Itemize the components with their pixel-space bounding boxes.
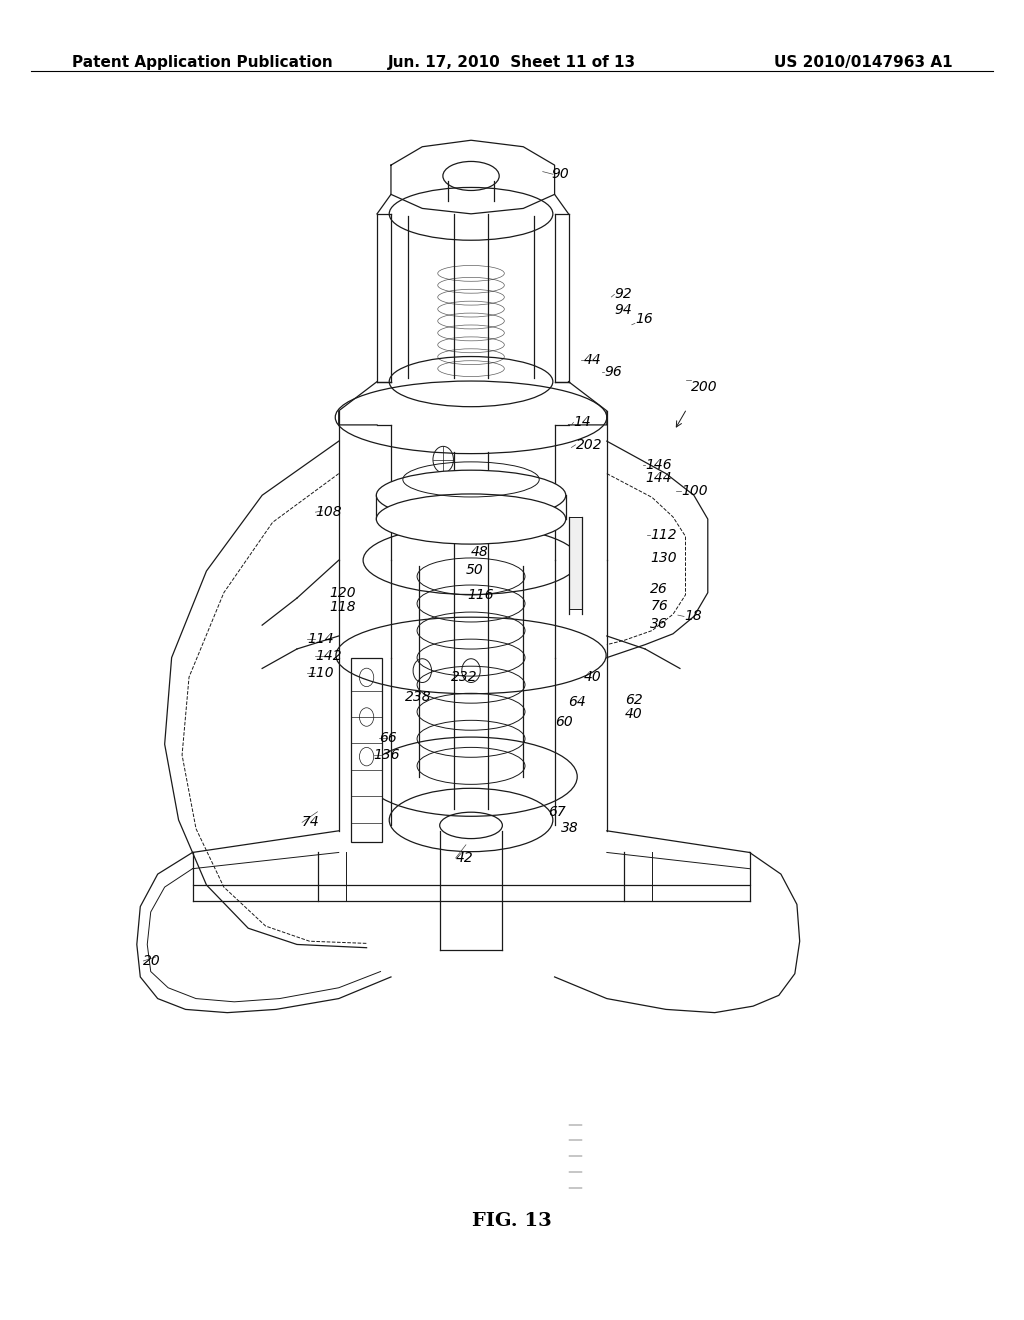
- Text: 130: 130: [650, 552, 677, 565]
- Text: 200: 200: [691, 380, 718, 393]
- Text: 90: 90: [551, 168, 568, 181]
- Text: 114: 114: [307, 632, 334, 645]
- Text: 144: 144: [645, 471, 672, 484]
- Text: 202: 202: [575, 438, 602, 451]
- Text: 60: 60: [555, 715, 572, 729]
- Text: 36: 36: [650, 618, 668, 631]
- Text: 64: 64: [568, 696, 586, 709]
- Ellipse shape: [377, 494, 565, 544]
- Text: 94: 94: [614, 304, 632, 317]
- Text: 18: 18: [684, 610, 701, 623]
- Text: 100: 100: [681, 484, 708, 498]
- Text: 16: 16: [635, 313, 652, 326]
- Text: 40: 40: [625, 708, 642, 721]
- Text: 146: 146: [645, 458, 672, 471]
- Text: Patent Application Publication: Patent Application Publication: [72, 55, 333, 70]
- Text: 238: 238: [404, 690, 431, 704]
- Text: 50: 50: [466, 564, 483, 577]
- Text: FIG. 13: FIG. 13: [472, 1212, 552, 1230]
- Text: 76: 76: [650, 599, 668, 612]
- Text: US 2010/0147963 A1: US 2010/0147963 A1: [774, 55, 952, 70]
- Bar: [351, 657, 382, 842]
- Text: 74: 74: [302, 816, 319, 829]
- Text: 44: 44: [584, 354, 601, 367]
- Text: Jun. 17, 2010  Sheet 11 of 13: Jun. 17, 2010 Sheet 11 of 13: [388, 55, 636, 70]
- Text: 46: 46: [479, 508, 497, 521]
- Text: 112: 112: [650, 528, 677, 541]
- Text: 48: 48: [471, 545, 488, 558]
- Text: 38: 38: [561, 821, 579, 834]
- Text: 26: 26: [650, 582, 668, 595]
- Text: 96: 96: [604, 366, 622, 379]
- Ellipse shape: [377, 470, 565, 520]
- Text: 116: 116: [467, 589, 494, 602]
- Text: 92: 92: [614, 288, 632, 301]
- Text: 232: 232: [451, 671, 477, 684]
- Text: 62: 62: [625, 693, 642, 706]
- Text: 56: 56: [466, 525, 483, 539]
- Text: 108: 108: [315, 506, 342, 519]
- Bar: [568, 516, 583, 609]
- Text: 120: 120: [330, 586, 356, 599]
- Text: 42: 42: [456, 851, 473, 865]
- Text: 14: 14: [573, 416, 591, 429]
- Text: 142: 142: [315, 649, 342, 663]
- Text: 67: 67: [548, 805, 565, 818]
- Text: 20: 20: [143, 954, 161, 968]
- Text: 136: 136: [374, 748, 400, 762]
- Text: 40: 40: [584, 671, 601, 684]
- Text: 66: 66: [379, 731, 396, 744]
- Text: 110: 110: [307, 667, 334, 680]
- Text: 118: 118: [330, 601, 356, 614]
